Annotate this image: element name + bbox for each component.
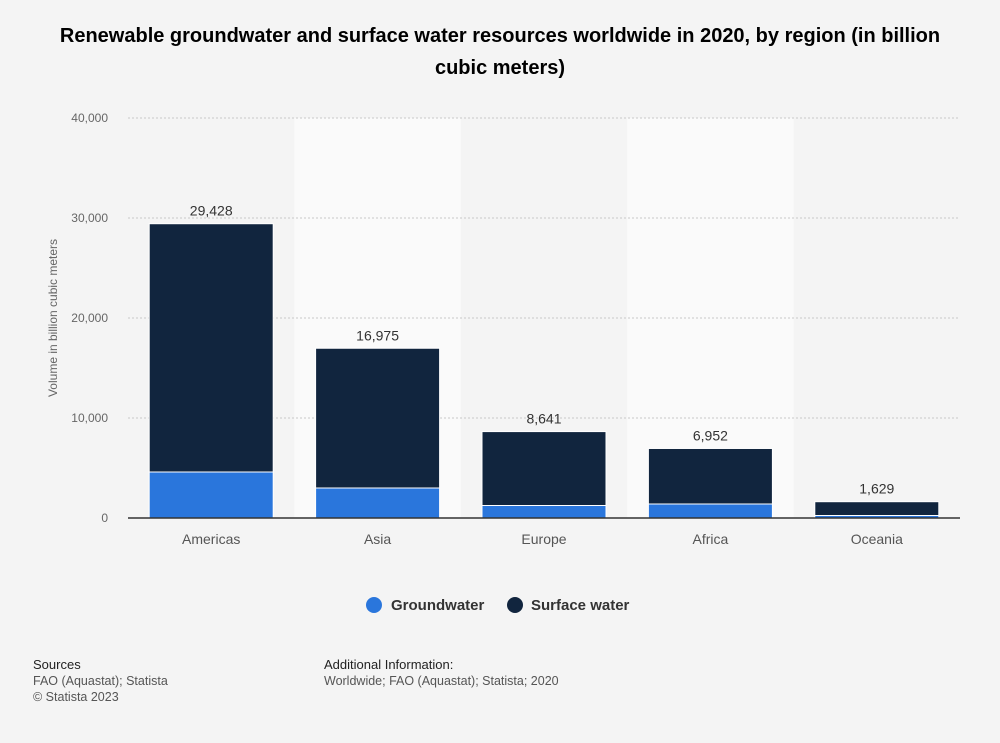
y-tick-label: 20,000: [71, 311, 108, 325]
bar-surface-water[interactable]: [148, 223, 274, 473]
legend-label-surface-water: Surface water: [531, 597, 630, 614]
additional-info-text: Worldwide; FAO (Aquastat); Statista; 202…: [324, 674, 559, 688]
chart-title: Renewable groundwater and surface water …: [59, 25, 941, 79]
stacked-bar-chart: 0 10,000 20,000 30,000 40,000 Volume in billi…: [46, 111, 960, 614]
data-label: 8,641: [526, 411, 561, 427]
y-tick-label: 30,000: [71, 211, 108, 225]
x-tick-label: Oceania: [851, 531, 903, 547]
data-label: 29,428: [190, 203, 233, 219]
data-label: 16,975: [356, 327, 399, 343]
legend-marker-surface-water[interactable]: [507, 597, 523, 613]
x-tick-label: Asia: [364, 531, 391, 547]
additional-info-title: Additional Information:: [324, 657, 454, 672]
copyright-text: © Statista 2023: [33, 690, 119, 704]
x-tick-label: Africa: [693, 531, 729, 547]
bar-surface-water[interactable]: [814, 501, 940, 516]
y-tick-label: 40,000: [71, 111, 108, 125]
sources-block: Sources FAO (Aquastat); Statista © Stati…: [33, 657, 168, 705]
y-axis-label: Volume in billion cubic meters: [46, 239, 60, 397]
bar-groundwater[interactable]: [647, 503, 773, 519]
additional-info-block: Additional Information: Worldwide; FAO (…: [324, 657, 559, 689]
legend-label-groundwater: Groundwater: [391, 597, 485, 614]
legend-marker-groundwater[interactable]: [366, 597, 382, 613]
bar-groundwater[interactable]: [148, 471, 274, 519]
sources-text: FAO (Aquastat); Statista: [33, 674, 168, 688]
bar-surface-water[interactable]: [481, 431, 607, 506]
y-tick-label: 10,000: [71, 411, 108, 425]
data-label: 1,629: [859, 481, 894, 497]
bar-surface-water[interactable]: [647, 447, 773, 505]
bar-groundwater[interactable]: [315, 487, 441, 519]
sources-title: Sources: [33, 657, 81, 672]
data-label: 6,952: [693, 427, 728, 443]
x-tick-label: Americas: [182, 531, 240, 547]
y-tick-label: 0: [101, 511, 108, 525]
x-tick-label: Europe: [521, 531, 566, 547]
bar-surface-water[interactable]: [315, 347, 441, 489]
bar-groundwater[interactable]: [481, 505, 607, 519]
